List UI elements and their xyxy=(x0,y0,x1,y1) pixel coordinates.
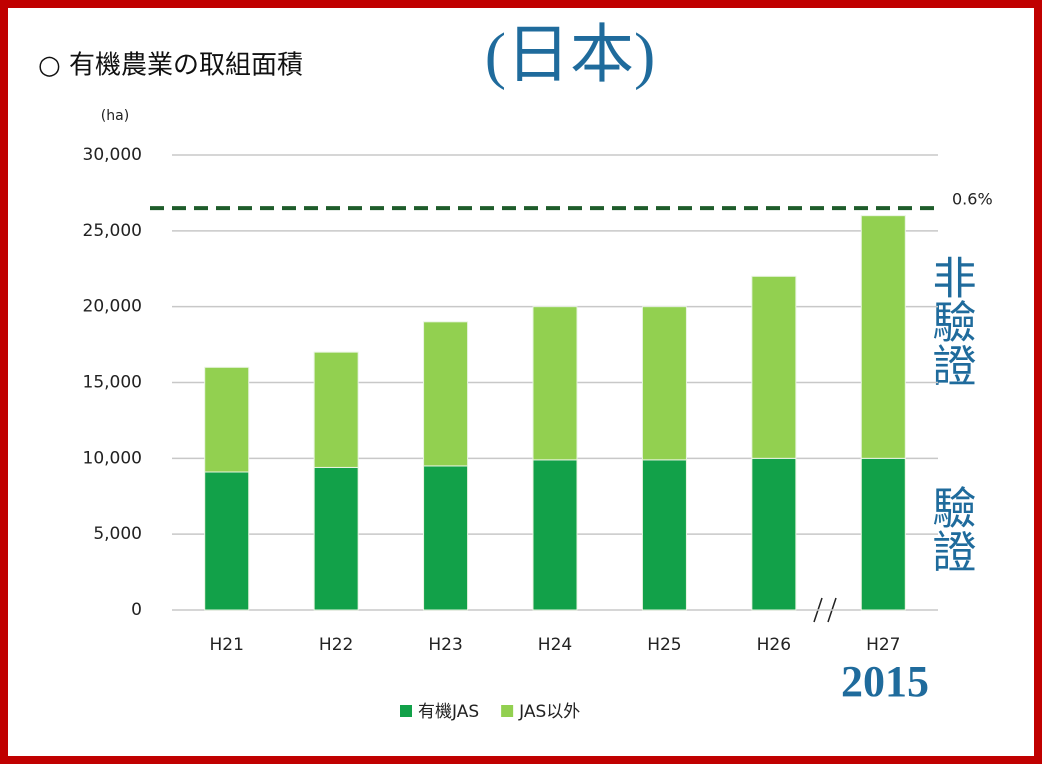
year-annotation: 2015 xyxy=(841,657,929,706)
legend-swatch xyxy=(501,705,514,717)
legend-label: 有機JAS xyxy=(418,702,479,722)
x-tick-label: H22 xyxy=(319,635,353,655)
y-tick-label: 15,000 xyxy=(83,373,142,393)
bar-segment xyxy=(423,321,469,467)
bar-segment xyxy=(204,366,250,473)
bar-segment xyxy=(313,351,359,468)
x-tick-label: H24 xyxy=(538,635,572,655)
y-tick-label: 0 xyxy=(131,600,142,620)
x-tick-label: H27 xyxy=(866,635,900,655)
y-tick-label: 10,000 xyxy=(83,448,142,468)
x-tick-label: H26 xyxy=(757,635,791,655)
bar-segment xyxy=(641,459,687,611)
reference-label: 0.6% xyxy=(952,190,993,209)
chart-title: ○ 有機農業の取組面積 xyxy=(38,51,303,81)
bar-segment xyxy=(532,459,578,611)
y-tick-label: 20,000 xyxy=(83,297,142,317)
bar-segment xyxy=(423,465,469,611)
upper-annotation: 非驗證 xyxy=(926,255,976,387)
bar-segment xyxy=(204,471,250,611)
bar-segment xyxy=(860,215,906,459)
bar-segment xyxy=(532,306,578,461)
y-tick-label: 30,000 xyxy=(83,145,142,165)
y-axis-label: (ha) xyxy=(101,108,129,124)
legend-label: JAS以外 xyxy=(518,702,580,722)
x-tick-label: H23 xyxy=(428,635,462,655)
bar-segment xyxy=(860,457,906,611)
y-tick-label: 5,000 xyxy=(93,524,142,544)
x-tick-label: H25 xyxy=(647,635,681,655)
bar-segment xyxy=(641,306,687,461)
y-tick-label: 25,000 xyxy=(83,221,142,241)
bar-segment xyxy=(751,457,797,611)
lower-annotation: 驗證 xyxy=(926,485,976,573)
bar-segment xyxy=(751,275,797,459)
bar-segment xyxy=(313,466,359,611)
x-tick-label: H21 xyxy=(210,635,244,655)
region-annotation: (日本) xyxy=(485,20,656,91)
legend-swatch xyxy=(400,705,412,717)
